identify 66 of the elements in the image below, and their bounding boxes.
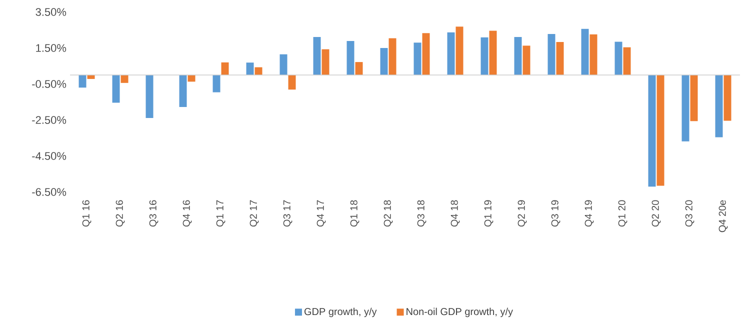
bar: [690, 75, 698, 122]
bar: [414, 42, 422, 75]
bar: [246, 62, 254, 75]
bar: [146, 75, 154, 118]
x-tick-label: Q3 19: [551, 200, 560, 227]
bar: [514, 37, 522, 75]
bar: [715, 75, 723, 138]
x-tick-label: Q2 18: [384, 200, 393, 227]
bar: [590, 34, 598, 75]
x-tick-label: Q4 16: [182, 200, 192, 227]
y-tick-label: -6.50%: [32, 188, 66, 196]
y-tick-label: -4.50%: [32, 152, 66, 160]
x-tick-label: Q4 19: [584, 200, 594, 227]
x-tick-label: Q3 17: [283, 200, 292, 227]
bar: [355, 62, 363, 75]
x-tick-label: Q1 17: [216, 200, 226, 227]
bar: [522, 46, 530, 75]
x-tick-label: Q3 20: [685, 200, 694, 227]
bar: [724, 75, 732, 121]
bar: [480, 37, 488, 75]
bar: [447, 32, 455, 75]
legend-label: Non-oil GDP growth, y/y: [406, 308, 513, 318]
bar: [188, 75, 196, 82]
bar: [78, 75, 86, 88]
bar: [346, 40, 354, 75]
x-tick-label: Q1 20: [618, 200, 628, 227]
bar: [112, 75, 120, 103]
bar: [254, 67, 262, 75]
x-tick-label: Q2 20: [652, 200, 661, 227]
bar: [313, 37, 321, 75]
bar: [614, 42, 622, 75]
x-tick-label: Q4 17: [316, 200, 326, 227]
bar: [388, 38, 396, 75]
bar: [623, 47, 631, 75]
bar: [581, 28, 589, 75]
x-tick-label: Q3 16: [149, 200, 158, 227]
bar: [456, 26, 464, 75]
bar: [179, 75, 187, 108]
bar: [548, 34, 556, 75]
x-tick-label: Q4 20e: [718, 200, 728, 232]
x-tick-label: Q2 16: [116, 200, 125, 227]
bar: [212, 75, 220, 92]
x-tick-label: Q1 18: [350, 200, 360, 227]
bar: [682, 75, 690, 142]
x-tick-label: Q3 18: [417, 200, 426, 227]
x-tick-label: Q1 19: [484, 200, 494, 227]
bar: [322, 49, 330, 75]
x-tick-label: Q2 19: [518, 200, 527, 227]
bar: [422, 33, 430, 75]
bar: [489, 30, 497, 75]
y-tick-label: 1.50%: [36, 44, 66, 52]
bar: [221, 62, 229, 75]
x-tick-label: Q4 18: [450, 200, 460, 227]
bar: [288, 75, 296, 90]
y-tick-label: -2.50%: [32, 116, 66, 124]
bar: [120, 75, 128, 83]
legend-label: GDP growth, y/y: [304, 308, 377, 318]
bar: [280, 54, 288, 75]
bar: [556, 42, 564, 75]
bar: [380, 48, 388, 75]
y-tick-label: -0.50%: [32, 80, 66, 88]
bar: [656, 75, 664, 186]
x-tick-label: Q1 16: [82, 200, 92, 227]
bar: [648, 75, 656, 187]
y-tick-label: 3.50%: [36, 8, 66, 16]
x-tick-label: Q2 17: [250, 200, 259, 227]
